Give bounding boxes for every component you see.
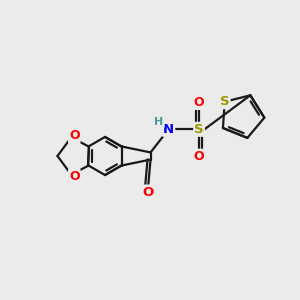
Text: S: S xyxy=(194,123,204,136)
Text: O: O xyxy=(142,185,154,199)
Text: O: O xyxy=(194,96,204,109)
Text: H: H xyxy=(154,117,164,127)
Text: O: O xyxy=(69,129,80,142)
Text: O: O xyxy=(69,170,80,183)
Text: S: S xyxy=(220,95,230,108)
Text: N: N xyxy=(163,123,174,136)
Text: O: O xyxy=(194,150,204,163)
